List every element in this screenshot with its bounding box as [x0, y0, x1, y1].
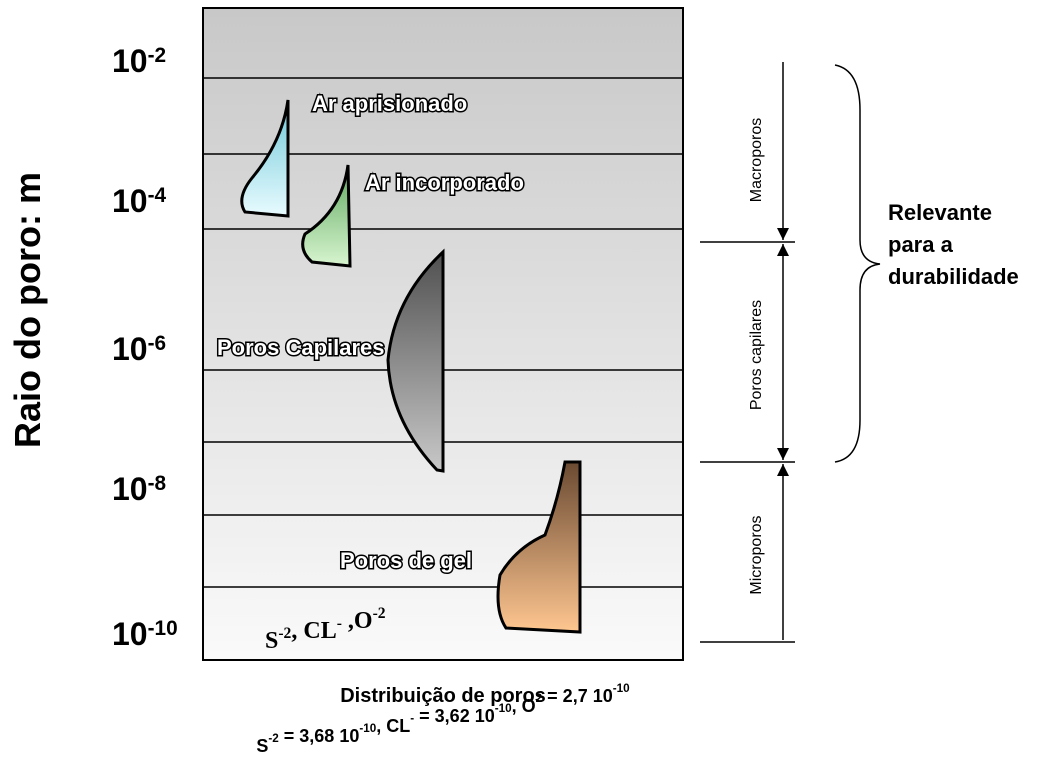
tick-base: 10 [112, 331, 148, 367]
diagram: Ar aprisionado Ar incorporado Poros Capi… [0, 0, 1057, 760]
y-tick-label: 10-8 [112, 471, 166, 507]
y-tick-label: 10-10 [112, 616, 178, 652]
range-label: Poros capilares [748, 300, 765, 410]
text-part: = 3,68 10 [279, 726, 360, 746]
tick-base: 10 [112, 43, 148, 79]
text-part: = 3,62 10 [414, 706, 495, 726]
y-tick-label: 10-2 [112, 43, 166, 79]
tick-exponent: -2 [148, 44, 167, 67]
region-label: Ar incorporado [365, 170, 524, 195]
superscript: -10 [359, 722, 376, 735]
text-part: , CL [291, 618, 336, 644]
text-part: , CL [376, 716, 410, 736]
superscript: -10 [613, 682, 630, 695]
text-part: S [265, 628, 278, 654]
tick-exponent: -4 [148, 184, 167, 207]
superscript: -2 [268, 732, 279, 745]
tick-exponent: -6 [148, 332, 167, 355]
superscript: -10 [495, 702, 512, 715]
region-label: Poros Capilares [217, 335, 385, 360]
region-label: Ar aprisionado [312, 91, 467, 116]
tick-exponent: -10 [148, 617, 178, 640]
tick-base: 10 [112, 471, 148, 507]
text-part: , O [512, 696, 536, 716]
text-part: ,O [342, 608, 373, 634]
y-tick-label: 10-4 [112, 183, 167, 219]
superscript: -2 [373, 605, 386, 622]
brace-label: durabilidade [888, 264, 1019, 289]
range-label: Microporos [748, 515, 765, 594]
tick-base: 10 [112, 183, 148, 219]
range-arrows [700, 62, 880, 642]
range-label: Macroporos [748, 118, 765, 202]
text-part: S [256, 736, 268, 756]
brace-label: para a [888, 232, 954, 257]
superscript: -2 [278, 625, 291, 642]
y-tick-label: 10-6 [112, 331, 166, 367]
tick-base: 10 [112, 616, 148, 652]
brace-label: Relevante [888, 200, 992, 225]
text-part: = 2,7 10 [542, 686, 613, 706]
y-axis-title: Raio do poro: m [7, 172, 48, 448]
tick-exponent: -8 [148, 472, 167, 495]
region-label: Poros de gel [340, 548, 472, 573]
